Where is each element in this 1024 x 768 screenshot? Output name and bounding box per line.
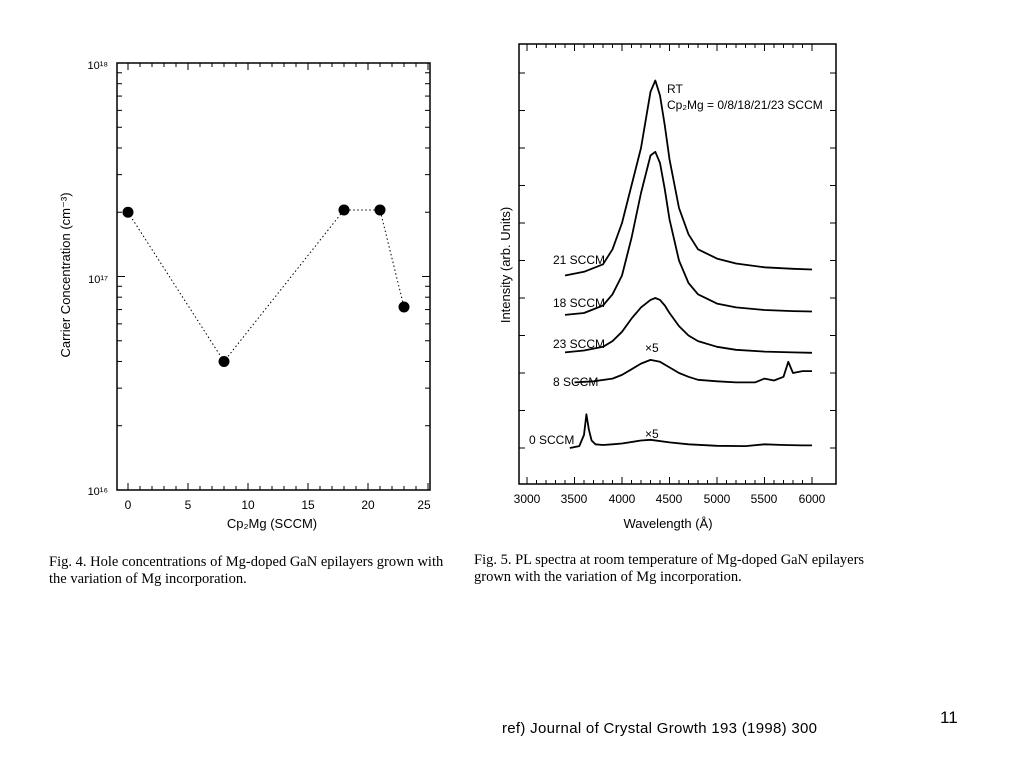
fig4-xtick-label: 20 xyxy=(361,498,375,512)
fig4-ytick-label: 10¹⁷ xyxy=(88,274,108,286)
fig5-series-label-23: 23 SCCM xyxy=(553,337,605,351)
fig5-plot-frame xyxy=(518,43,837,485)
fig4-data-point xyxy=(398,301,410,313)
fig5-series-line xyxy=(564,297,813,354)
fig5-rt-label: RT xyxy=(667,82,683,96)
figure-5-chart: 3000 3500 4000 4500 5000 5500 6000 Wavel… xyxy=(498,43,837,531)
fig4-x-axis-label: Cp₂Mg (SCCM) xyxy=(227,516,317,531)
fig5-x5-annotation: ×5 xyxy=(645,341,659,355)
fig4-data-points xyxy=(122,204,410,367)
fig4-plot-frame xyxy=(116,62,431,491)
fig5-series-label-18: 18 SCCM xyxy=(553,296,605,310)
fig5-series-line xyxy=(564,150,813,316)
fig5-xtick-label: 3000 xyxy=(514,492,541,506)
fig4-xtick-label: 0 xyxy=(125,498,132,512)
fig4-data-point xyxy=(338,204,350,216)
fig5-xtick-label: 6000 xyxy=(799,492,826,506)
fig4-ticks xyxy=(117,62,430,491)
reference-text: ref) Journal of Crystal Growth 193 (1998… xyxy=(502,720,818,737)
page-number: 11 xyxy=(940,708,958,727)
figure-4-caption: Fig. 4. Hole concentrations of Mg-doped … xyxy=(49,554,444,587)
fig4-y-axis-label: Carrier Concentration (cm⁻³) xyxy=(58,192,73,357)
figure-5-caption: Fig. 5. PL spectra at room temperature o… xyxy=(474,552,865,585)
fig4-dotted-connector xyxy=(127,209,405,363)
fig5-series-line xyxy=(564,79,813,277)
fig5-series-label-21: 21 SCCM xyxy=(553,253,605,267)
fig4-xtick-label: 15 xyxy=(301,498,315,512)
fig5-spectra xyxy=(564,79,813,449)
fig4-data-point xyxy=(122,206,134,218)
fig4-xtick-label: 5 xyxy=(185,498,192,512)
fig5-x5-annotation: ×5 xyxy=(645,427,659,441)
fig5-xtick-label: 5500 xyxy=(751,492,778,506)
fig4-xtick-label: 25 xyxy=(417,498,431,512)
fig5-ticks xyxy=(519,44,836,484)
fig4-data-point xyxy=(374,204,386,216)
fig5-xtick-label: 3500 xyxy=(561,492,588,506)
fig5-series-line xyxy=(569,413,812,449)
fig5-series-label-0: 0 SCCM xyxy=(529,433,574,447)
fig5-xtick-label: 5000 xyxy=(704,492,731,506)
fig5-xtick-label: 4500 xyxy=(656,492,683,506)
fig5-series-line xyxy=(574,359,812,384)
fig4-ytick-label: 10¹⁶ xyxy=(88,486,108,498)
fig4-data-point xyxy=(218,355,230,367)
fig5-cp2mg-label: Cp₂Mg = 0/8/18/21/23 SCCM xyxy=(667,98,823,112)
figures-canvas: 0 5 10 15 20 25 10¹⁸ 10¹⁷ 10¹⁶ Cp₂Mg (SC… xyxy=(58,43,837,531)
fig5-x-axis-label: Wavelength (Å) xyxy=(623,516,712,531)
figure-4-chart: 0 5 10 15 20 25 10¹⁸ 10¹⁷ 10¹⁶ Cp₂Mg (SC… xyxy=(58,60,431,531)
fig4-xtick-label: 10 xyxy=(241,498,255,512)
fig5-xtick-label: 4000 xyxy=(609,492,636,506)
fig5-y-axis-label: Intensity (arb. Units) xyxy=(498,207,513,323)
fig4-ytick-label: 10¹⁸ xyxy=(87,60,108,72)
